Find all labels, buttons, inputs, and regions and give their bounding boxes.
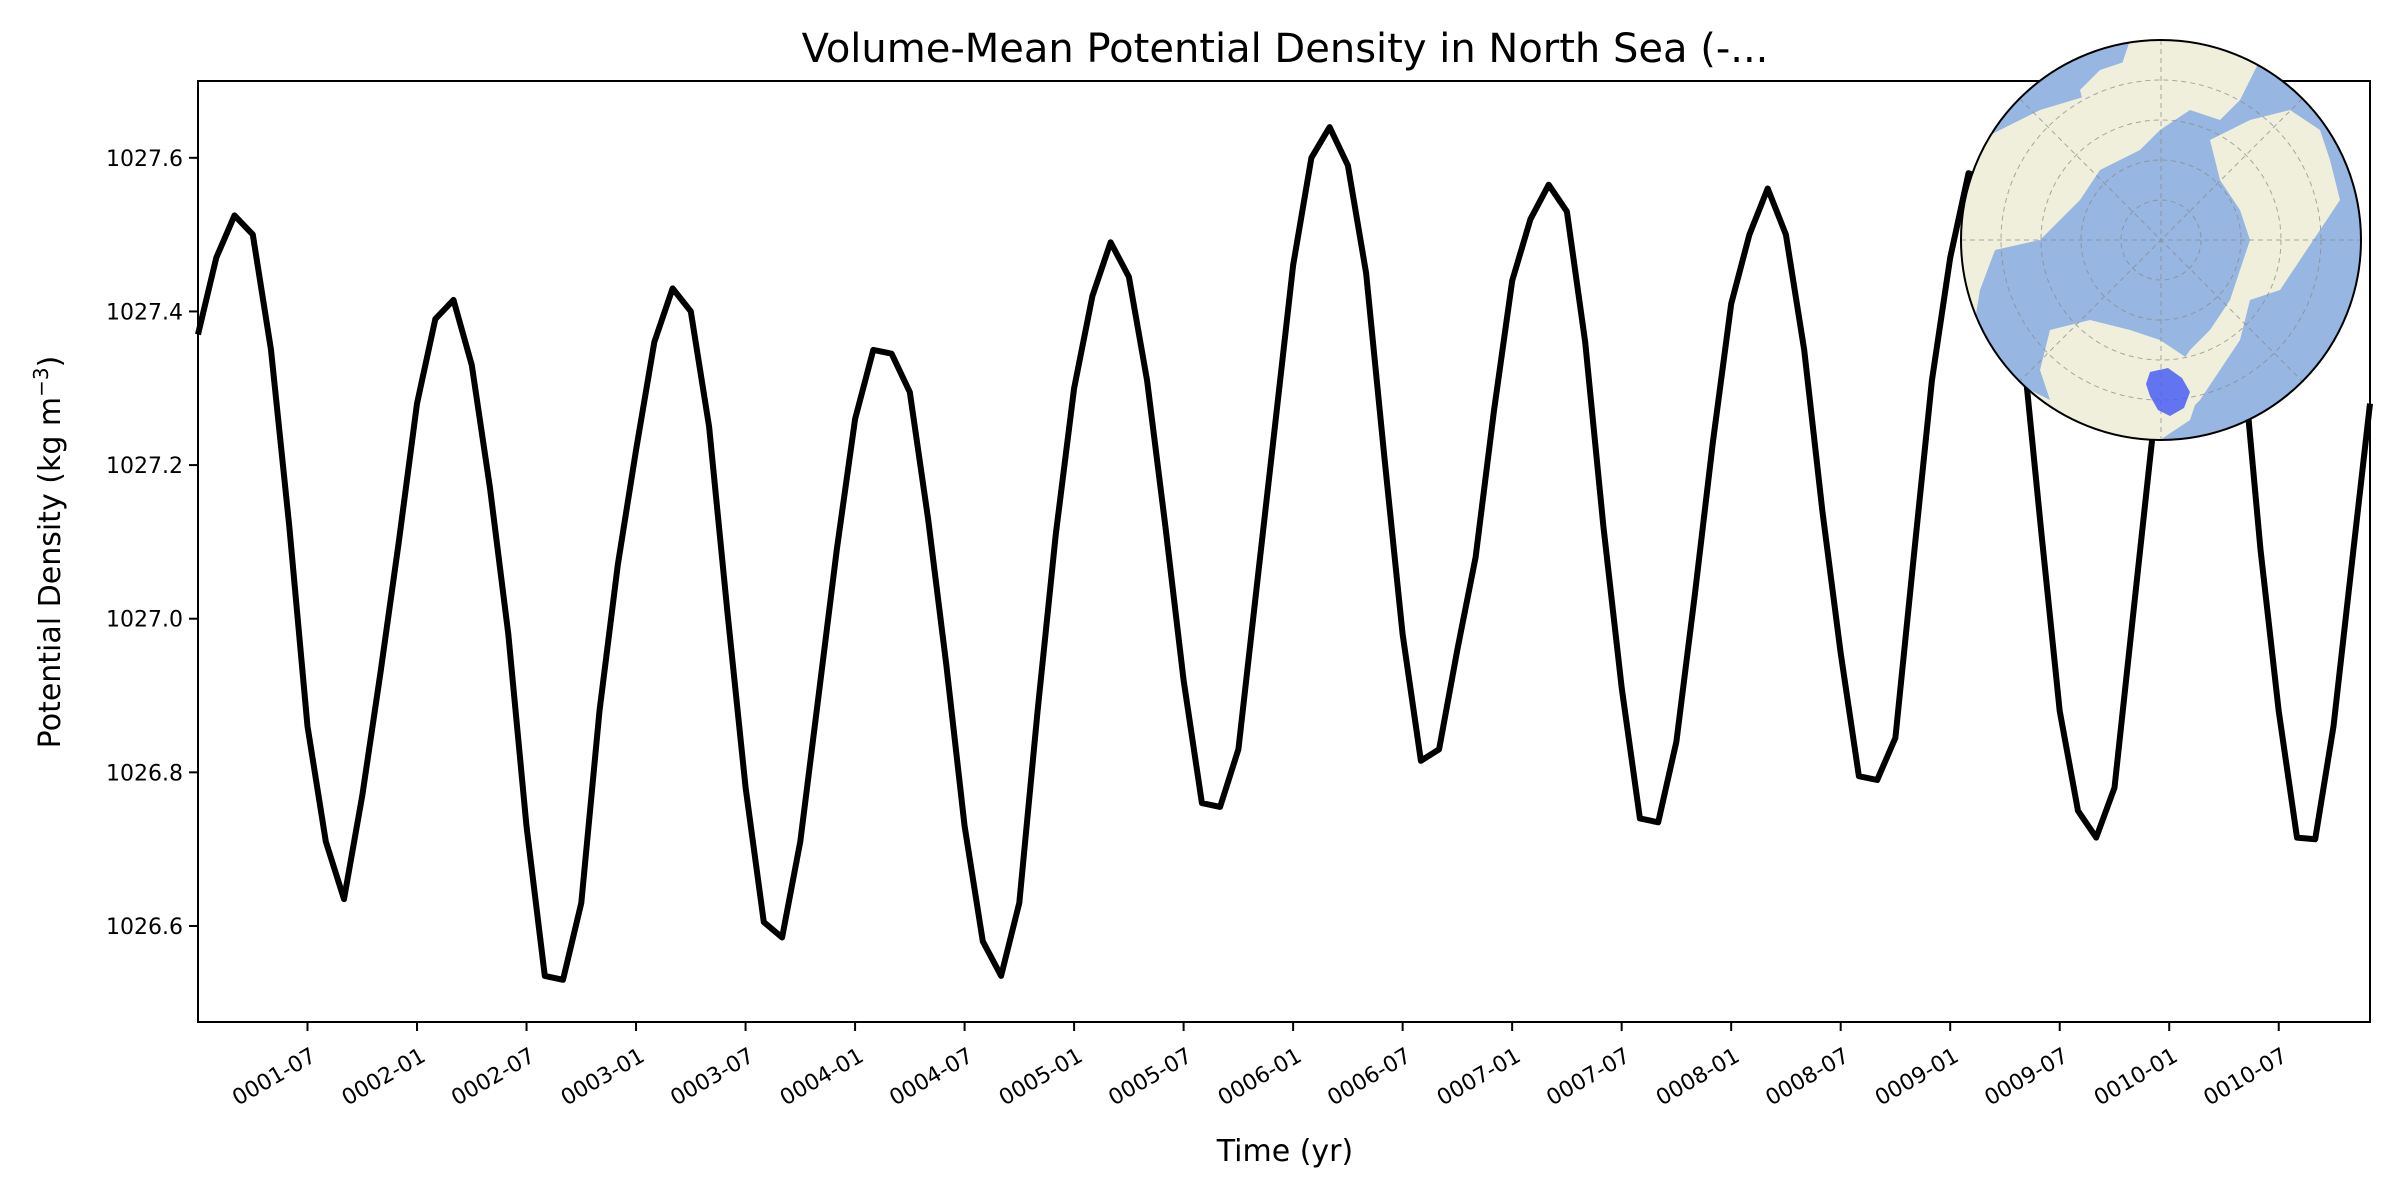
map-land-asia — [2130, 110, 2340, 440]
map-outline — [1960, 39, 2362, 441]
y-tick-label: 1027.0 — [106, 608, 183, 633]
map-land-eurasia — [1961, 40, 2260, 440]
x-axis-label: Time (yr) — [1216, 1134, 1353, 1169]
y-tick-label: 1027.6 — [106, 147, 183, 172]
y-axis-label: Potential Density (kg m−3) — [29, 356, 68, 749]
y-tick-label: 1027.2 — [106, 454, 183, 479]
y-tick-label: 1026.6 — [106, 915, 183, 940]
axes-frame — [197, 80, 2371, 1023]
y-tick-label: 1026.8 — [106, 761, 183, 786]
map-land-north — [2080, 60, 2150, 110]
y-tick-label: 1027.4 — [106, 300, 183, 325]
y-axis-label-main: Potential Density (kg m — [33, 397, 68, 748]
inset-polar-map — [1960, 39, 2362, 441]
y-axis-label-close: ) — [33, 356, 68, 368]
y-axis-ticks: 1026.6 1026.8 1027.0 1027.2 1027.4 1027.6 — [106, 147, 198, 940]
north-sea-highlight — [2146, 368, 2190, 416]
chart-title: Volume-Mean Potential Density in North S… — [802, 26, 1769, 72]
y-axis-label-exponent: −3 — [29, 367, 53, 396]
map-graticule — [1961, 40, 2361, 440]
